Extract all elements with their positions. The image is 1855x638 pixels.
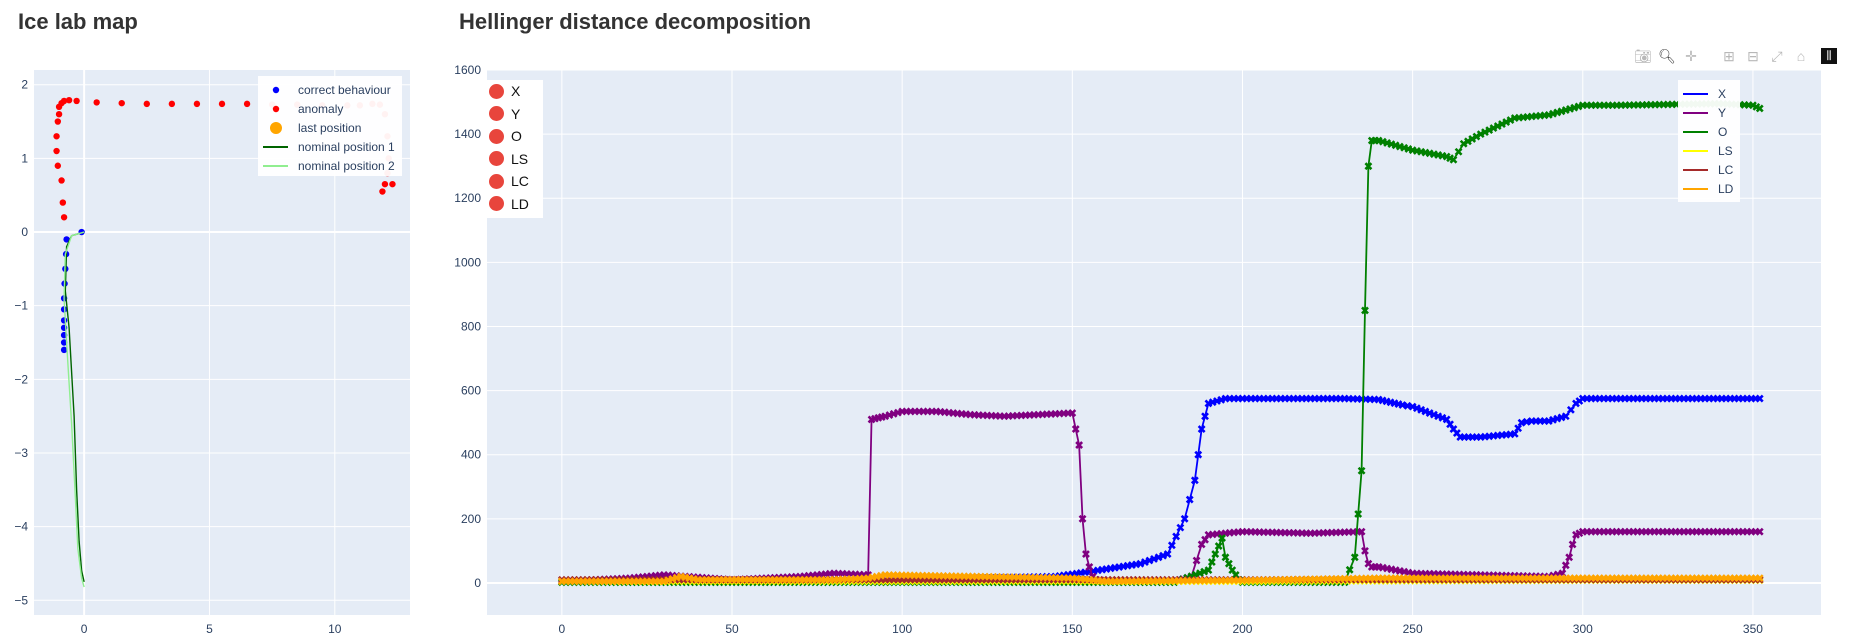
data-point: [219, 101, 225, 107]
x-tick-label: 5: [206, 622, 213, 636]
toggle-ls[interactable]: LS: [481, 148, 543, 171]
data-point: [61, 317, 67, 323]
legend-label: nominal position 1: [298, 140, 395, 154]
home-icon[interactable]: ⌂: [1791, 46, 1811, 66]
data-point: [93, 99, 99, 105]
y-tick-label: 800: [461, 319, 481, 333]
data-point: [55, 163, 61, 169]
data-point: [53, 133, 59, 139]
data-point: [144, 101, 150, 107]
x-tick-label: 10: [328, 622, 342, 636]
y-tick-label: 1400: [454, 127, 481, 141]
y-tick-label: −2: [14, 372, 28, 386]
data-point: [194, 101, 200, 107]
toggle-label: LC: [511, 173, 529, 189]
legend-label: anomaly: [298, 102, 343, 116]
x-tick-label: 150: [1062, 622, 1082, 636]
legend-label: X: [1718, 87, 1726, 101]
data-point: [60, 199, 66, 205]
map-title: Ice lab map: [18, 9, 138, 35]
toggle-label: LS: [511, 151, 528, 167]
toggle-dot-icon: [489, 106, 504, 121]
toggle-ld[interactable]: LD: [481, 193, 543, 216]
toggle-x[interactable]: X: [481, 80, 543, 103]
data-point: [58, 177, 64, 183]
hellinger-title: Hellinger distance decomposition: [459, 9, 811, 35]
y-tick-label: 0: [474, 576, 481, 590]
y-tick-label: 1200: [454, 191, 481, 205]
data-point: [244, 101, 250, 107]
data-point: [379, 188, 385, 194]
legend-marker: [270, 122, 282, 134]
toggle-label: Y: [511, 106, 520, 122]
toggle-y[interactable]: Y: [481, 103, 543, 126]
y-tick-label: −1: [14, 299, 28, 313]
y-tick-label: 0: [21, 225, 28, 239]
legend-label: nominal position 2: [298, 159, 395, 173]
data-point: [55, 118, 61, 124]
legend-label: last position: [298, 121, 361, 135]
zoom-out-icon[interactable]: ⊟: [1743, 46, 1763, 66]
y-tick-label: −3: [14, 446, 28, 460]
legend-label: LS: [1718, 144, 1733, 158]
x-tick-label: 100: [892, 622, 912, 636]
legend-label: LC: [1718, 163, 1734, 177]
data-point: [73, 98, 79, 104]
x-tick-label: 50: [725, 622, 739, 636]
chart-modebar: 📷︎ 🔍︎ ✛ ⊞ ⊟ ⤢ ⌂ ⫼: [1633, 46, 1837, 66]
legend-label: O: [1718, 125, 1727, 139]
toggle-dot-icon: [489, 174, 504, 189]
data-point: [389, 181, 395, 187]
zoom-icon[interactable]: 🔍︎: [1657, 46, 1677, 66]
autoscale-icon[interactable]: ⤢: [1767, 46, 1787, 66]
y-tick-label: −4: [14, 520, 28, 534]
toggle-dot-icon: [489, 196, 504, 211]
toggle-lc[interactable]: LC: [481, 170, 543, 193]
y-tick-label: 1000: [454, 255, 481, 269]
hellinger-chart[interactable]: 0 50 100 150 200 250 300 350 0 200 400 600 800 1000 12…: [440, 58, 1855, 638]
x-tick-label: 250: [1403, 622, 1423, 636]
plotly-logo-icon[interactable]: ⫼: [1821, 48, 1837, 64]
x-tick-label: 200: [1232, 622, 1252, 636]
data-point: [56, 111, 62, 117]
x-tick-label: 0: [559, 622, 566, 636]
legend-label: correct behaviour: [298, 83, 391, 97]
data-point: [119, 100, 125, 106]
y-tick-label: 400: [461, 448, 481, 462]
legend-label: LD: [1718, 182, 1734, 196]
y-tick-label: 200: [461, 512, 481, 526]
toggle-dot-icon: [489, 129, 504, 144]
data-point: [66, 97, 72, 103]
zoom-in-icon[interactable]: ⊞: [1719, 46, 1739, 66]
data-point: [61, 214, 67, 220]
legend-marker: [273, 106, 279, 112]
y-tick-label: 2: [21, 78, 28, 92]
legend[interactable]: XYO LS LC LD: [1678, 80, 1740, 202]
series-toggle-panel: X Y O LS LC LD: [481, 80, 543, 218]
data-point: [53, 148, 59, 154]
legend[interactable]: correct behaviour anomaly last position nom…: [258, 76, 402, 176]
legend-label: Y: [1718, 106, 1726, 120]
x-tick-label: 350: [1743, 622, 1763, 636]
toggle-dot-icon: [489, 151, 504, 166]
legend-marker: [273, 87, 279, 93]
y-tick-label: 1: [21, 151, 28, 165]
camera-icon[interactable]: 📷︎: [1633, 46, 1653, 66]
x-tick-label: 0: [81, 622, 88, 636]
y-tick-label: −5: [14, 593, 28, 607]
data-point: [169, 101, 175, 107]
data-point: [382, 181, 388, 187]
toggle-dot-icon: [489, 84, 504, 99]
x-tick-label: 300: [1573, 622, 1593, 636]
toggle-label: LD: [511, 196, 529, 212]
toggle-o[interactable]: O: [481, 125, 543, 148]
toggle-label: X: [511, 83, 520, 99]
pan-icon[interactable]: ✛: [1681, 46, 1701, 66]
y-tick-label: 1600: [454, 63, 481, 77]
toggle-label: O: [511, 128, 522, 144]
y-tick-label: 600: [461, 384, 481, 398]
